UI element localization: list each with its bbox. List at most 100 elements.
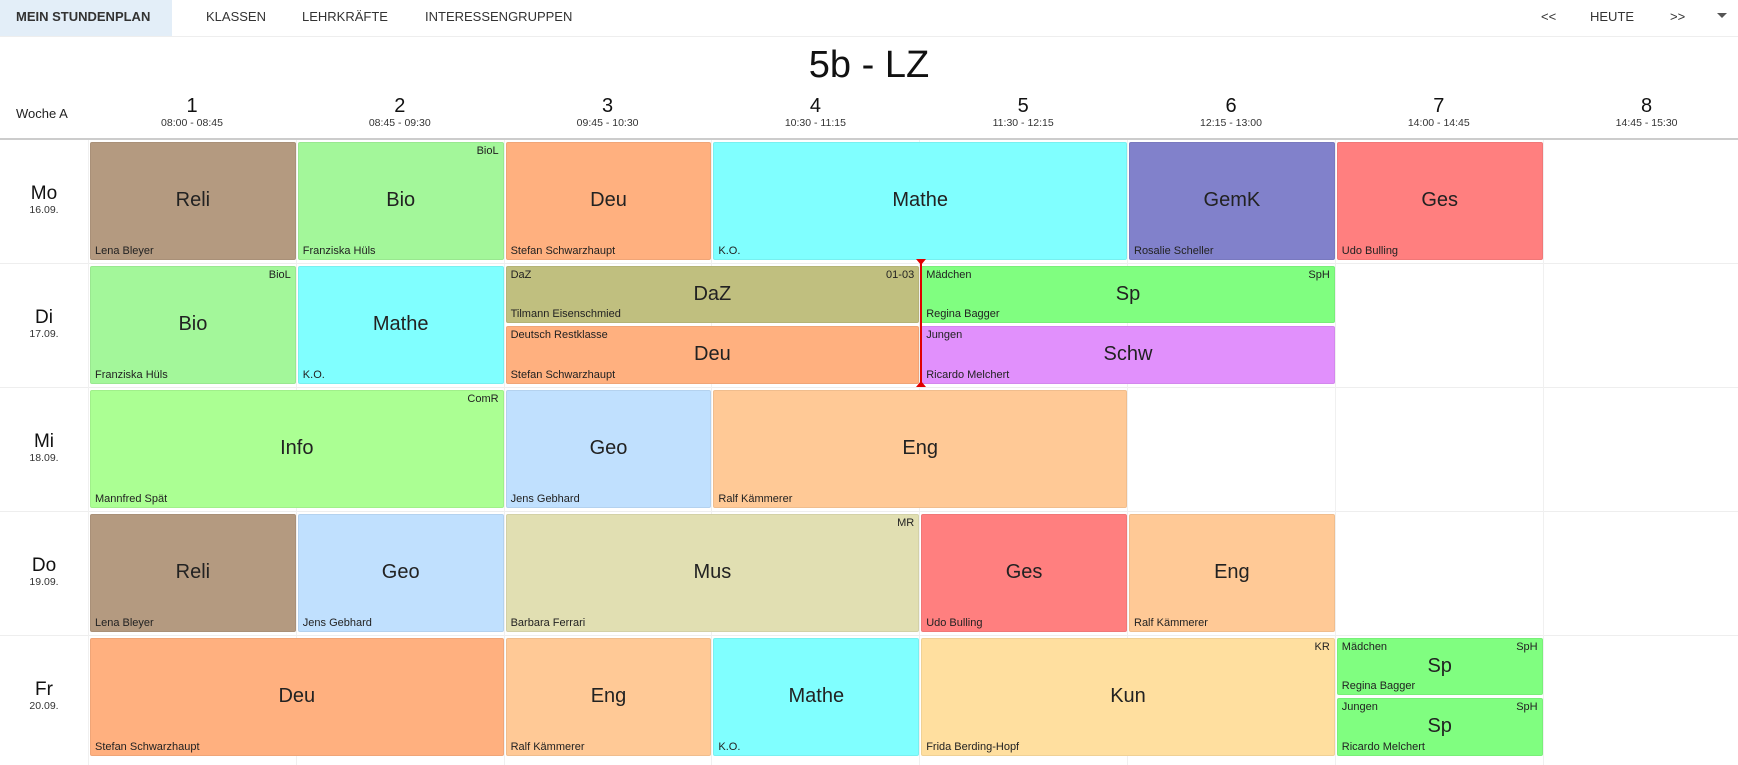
lesson-group: Mädchen	[1341, 641, 1388, 653]
nav-tab-my-schedule[interactable]: MEIN STUNDENPLAN	[0, 0, 172, 36]
period-header: 7 14:00 - 14:45	[1336, 96, 1542, 129]
day-row-divider	[0, 263, 1738, 264]
lesson-teacher: Regina Bagger	[1341, 680, 1416, 692]
lesson-subject: Deu	[694, 343, 731, 365]
top-nav: MEIN STUNDENPLAN KLASSEN LEHRKRÄFTE INTE…	[0, 0, 1738, 37]
lesson-card[interactable]: Mus MR Barbara Ferrari	[505, 514, 920, 632]
lesson-card[interactable]: Sp Mädchen SpH Regina Bagger	[1336, 638, 1543, 695]
lesson-subject: Sp	[1427, 715, 1452, 737]
lesson-subject: Info	[280, 437, 314, 459]
lesson-card[interactable]: Sp Mädchen SpH Regina Bagger	[921, 266, 1335, 323]
lesson-card[interactable]: Ges Udo Bulling	[921, 514, 1127, 632]
lesson-teacher: Franziska Hüls	[302, 245, 376, 257]
lesson-card[interactable]: Deu Stefan Schwarzhaupt	[90, 638, 504, 756]
day-date: 18.09.	[29, 452, 59, 464]
lesson-subject: Mus	[693, 561, 732, 583]
period-column-divider	[503, 140, 505, 765]
lesson-subject: Eng	[1214, 561, 1250, 583]
period-number: 7	[1433, 95, 1445, 117]
nav-tab-teachers[interactable]: LEHRKRÄFTE	[302, 9, 388, 24]
lesson-subject: Geo	[381, 561, 420, 583]
lesson-subject: GemK	[1203, 189, 1261, 211]
day-label: Fr 20.09.	[0, 680, 88, 713]
lesson-teacher: Regina Bagger	[926, 308, 1000, 320]
lesson-subject: Schw	[1103, 343, 1153, 365]
lesson-subject: Sp	[1427, 654, 1452, 677]
lesson-card[interactable]: Info ComR Mannfred Spät	[90, 390, 504, 508]
lesson-card[interactable]: Deu Deutsch Restklasse Stefan Schwarzhaupt	[505, 326, 920, 384]
lesson-card[interactable]: Kun KR Frida Berding-Hopf	[921, 638, 1335, 756]
day-row-divider	[0, 635, 1738, 636]
lesson-room: SpH	[1516, 641, 1538, 653]
nav-tab-interest-groups[interactable]: INTERESSENGRUPPEN	[425, 9, 573, 24]
lesson-teacher: Ralf Kämmerer	[1134, 617, 1208, 629]
period-header: 1 08:00 - 08:45	[89, 96, 295, 129]
lesson-card[interactable]: Reli Lena Bleyer	[90, 142, 296, 260]
lesson-card[interactable]: Ges Udo Bulling	[1336, 142, 1543, 260]
prev-week-button[interactable]: <<	[1541, 9, 1557, 24]
lesson-subject: DaZ	[693, 282, 732, 305]
today-button[interactable]: HEUTE	[1590, 9, 1635, 24]
period-time: 10:30 - 11:15	[784, 117, 846, 129]
lesson-teacher: Ralf Kämmerer	[718, 493, 793, 505]
lesson-group: Deutsch Restklasse	[510, 329, 608, 341]
period-time: 08:45 - 09:30	[368, 117, 431, 129]
lesson-subject: Bio	[178, 313, 208, 335]
day-label: Do 19.09.	[0, 556, 88, 589]
lesson-teacher: K.O.	[718, 741, 741, 753]
lesson-subject: Deu	[278, 685, 316, 707]
day-label: Mi 18.09.	[0, 431, 88, 465]
chevron-down-icon[interactable]	[1717, 13, 1727, 18]
lesson-card[interactable]: Mathe K.O.	[713, 142, 1127, 260]
lesson-card[interactable]: Deu Stefan Schwarzhaupt	[505, 142, 712, 260]
lesson-card[interactable]: Bio BioL Franziska Hüls	[90, 266, 296, 384]
lesson-teacher: Mannfred Spät	[95, 493, 168, 505]
lesson-subject: Kun	[1110, 685, 1146, 707]
lesson-teacher: Ricardo Melchert	[926, 369, 1010, 381]
period-time: 12:15 - 13:00	[1200, 117, 1262, 129]
period-number: 6	[1225, 95, 1237, 117]
period-column-divider	[1334, 140, 1336, 765]
lesson-teacher: Barbara Ferrari	[510, 617, 586, 629]
lesson-subject: Mathe	[892, 189, 948, 211]
lesson-room: BioL	[476, 145, 499, 157]
lesson-teacher: Ralf Kämmerer	[510, 741, 585, 753]
lesson-card[interactable]: Sp Jungen SpH Ricardo Melchert	[1336, 698, 1543, 756]
lesson-subject: Ges	[1005, 561, 1043, 583]
day-name: Mi	[33, 431, 55, 452]
period-time: 14:00 - 14:45	[1407, 117, 1470, 129]
current-time-marker-bottom	[916, 381, 926, 387]
lesson-room: KR	[1314, 641, 1330, 653]
lesson-card[interactable]: DaZ DaZ 01-03 Tilmann Eisenschmied	[505, 266, 920, 323]
lesson-card[interactable]: GemK Rosalie Scheller	[1129, 142, 1335, 260]
lesson-group: Mädchen	[926, 269, 972, 281]
lesson-card[interactable]: Eng Ralf Kämmerer	[1129, 514, 1335, 632]
period-time: 08:00 - 08:45	[161, 117, 223, 129]
day-label: Di 17.09.	[0, 308, 88, 341]
lesson-card[interactable]: Eng Ralf Kämmerer	[505, 638, 712, 756]
day-row-divider	[0, 511, 1738, 512]
lesson-card[interactable]: Geo Jens Gebhard	[505, 390, 712, 508]
period-header: 3 09:45 - 10:30	[505, 96, 711, 129]
lesson-teacher: Rosalie Scheller	[1134, 245, 1214, 257]
lesson-card[interactable]: Reli Lena Bleyer	[90, 514, 296, 632]
lesson-card[interactable]: Schw Jungen Ricardo Melchert	[921, 326, 1335, 384]
period-time: 11:30 - 12:15	[992, 117, 1054, 129]
lesson-teacher: K.O.	[718, 245, 741, 257]
next-week-button[interactable]: >>	[1670, 9, 1686, 24]
current-time-indicator	[920, 262, 922, 384]
lesson-card[interactable]: Eng Ralf Kämmerer	[713, 390, 1127, 508]
lesson-card[interactable]: Bio BioL Franziska Hüls	[297, 142, 504, 260]
lesson-card[interactable]: Mathe K.O.	[713, 638, 920, 756]
period-header: 4 10:30 - 11:15	[712, 96, 918, 129]
nav-tab-classes[interactable]: KLASSEN	[206, 9, 266, 24]
lesson-card[interactable]: Mathe K.O.	[297, 266, 504, 384]
period-number: 5	[1017, 95, 1029, 117]
lesson-subject: Mathe	[372, 313, 429, 335]
period-column-divider	[711, 140, 713, 765]
lesson-room: MR	[897, 517, 915, 529]
period-number: 1	[186, 95, 198, 117]
header-divider	[0, 138, 1738, 140]
period-number: 8	[1641, 95, 1653, 117]
lesson-card[interactable]: Geo Jens Gebhard	[297, 514, 504, 632]
